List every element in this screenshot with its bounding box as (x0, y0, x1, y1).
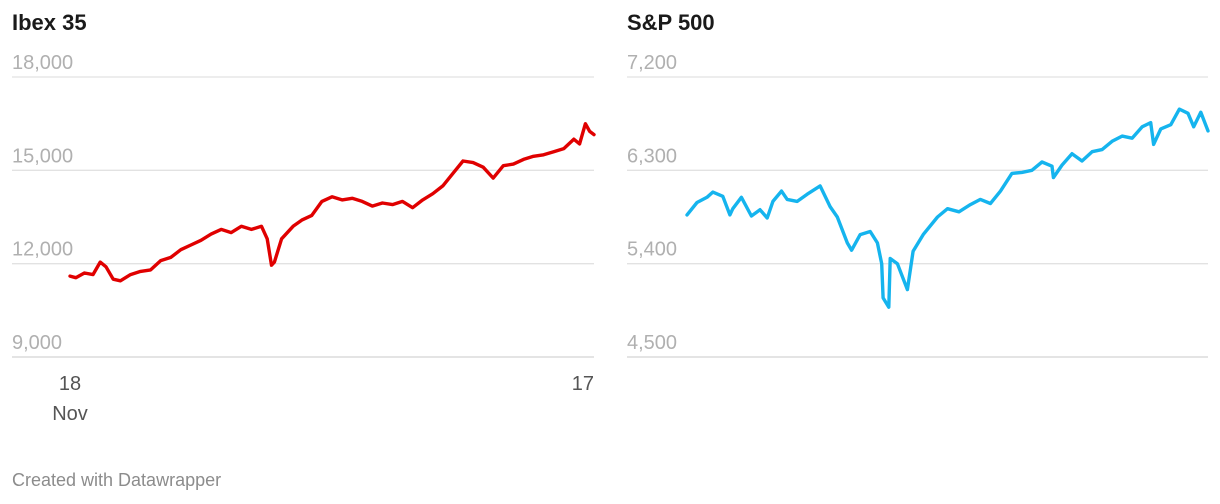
ibex35-series-line (68, 121, 596, 283)
ibex35-line-chart: 9,000 12,000 15,000 18,000 18 Nov 17 (12, 52, 596, 425)
ibex35-chart-panel: Ibex 35 9,000 12,000 15,000 18,000 18 Nov 17 (0, 0, 600, 440)
sp500-chart-panel: S&P 500 4,500 5,400 6,300 7,200 (612, 0, 1212, 440)
datawrapper-credit: Created with Datawrapper (12, 470, 222, 490)
sp500-y-tick-label: 4,500 (627, 332, 677, 354)
ibex35-x-tick-label: Nov (52, 403, 88, 425)
sp500-y-tick-label: 7,200 (627, 52, 677, 74)
ibex35-y-tick-label: 18,000 (12, 52, 73, 74)
ibex35-x-tick-label: 18 (59, 373, 81, 395)
sp500-line-chart: 4,500 5,400 6,300 7,200 (627, 52, 1210, 358)
sp500-y-tick-label: 5,400 (627, 239, 677, 261)
ibex35-y-tick-label: 9,000 (12, 332, 62, 354)
sp500-y-tick-label: 6,300 (627, 145, 677, 167)
ibex35-y-tick-label: 15,000 (12, 145, 73, 167)
sp500-series-line (685, 107, 1210, 309)
ibex35-title: Ibex 35 (12, 10, 87, 35)
ibex35-x-tick-label: 17 (572, 373, 594, 395)
sp500-title: S&P 500 (627, 10, 715, 35)
ibex35-y-tick-label: 12,000 (12, 239, 73, 261)
